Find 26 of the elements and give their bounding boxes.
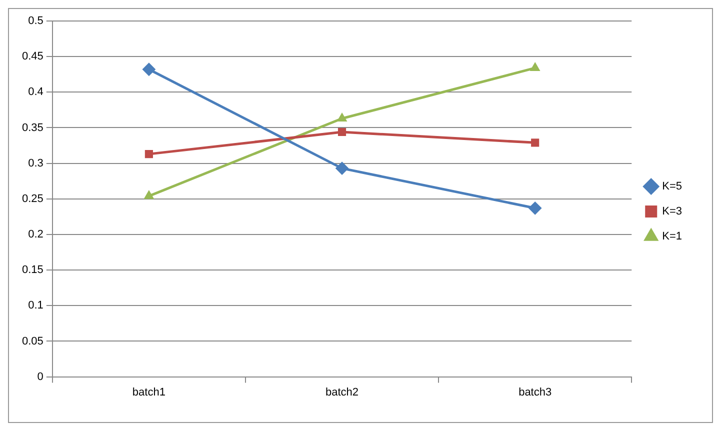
point — [336, 162, 349, 175]
y-tick-label: 0.15 — [22, 264, 44, 276]
y-tick-label: 0.05 — [22, 335, 44, 348]
x-tick-label: batch1 — [132, 386, 166, 398]
point — [144, 190, 154, 200]
y-tick-label: 0.3 — [28, 157, 44, 170]
legend-label: K=1 — [662, 230, 682, 243]
legend-label: K=3 — [662, 206, 682, 218]
y-tick-label: 0 — [37, 370, 44, 383]
point — [528, 202, 542, 215]
point — [530, 62, 540, 71]
point — [144, 150, 153, 158]
y-tick-label: 0.4 — [28, 86, 44, 98]
point — [142, 62, 156, 76]
x-tick-label: batch3 — [518, 386, 552, 398]
y-tick-label: 0.25 — [22, 192, 44, 205]
point — [337, 112, 347, 122]
y-tick-label: 0.5 — [28, 15, 44, 28]
point — [531, 138, 540, 147]
legend-label: K=5 — [662, 180, 682, 193]
y-tick-label: 0.35 — [22, 122, 44, 134]
point — [338, 128, 346, 136]
y-tick-label: 0.45 — [22, 50, 44, 63]
y-tick-label: 0.1 — [28, 300, 44, 312]
x-tick-label: batch2 — [326, 386, 359, 398]
y-tick-label: 0.2 — [28, 228, 44, 241]
